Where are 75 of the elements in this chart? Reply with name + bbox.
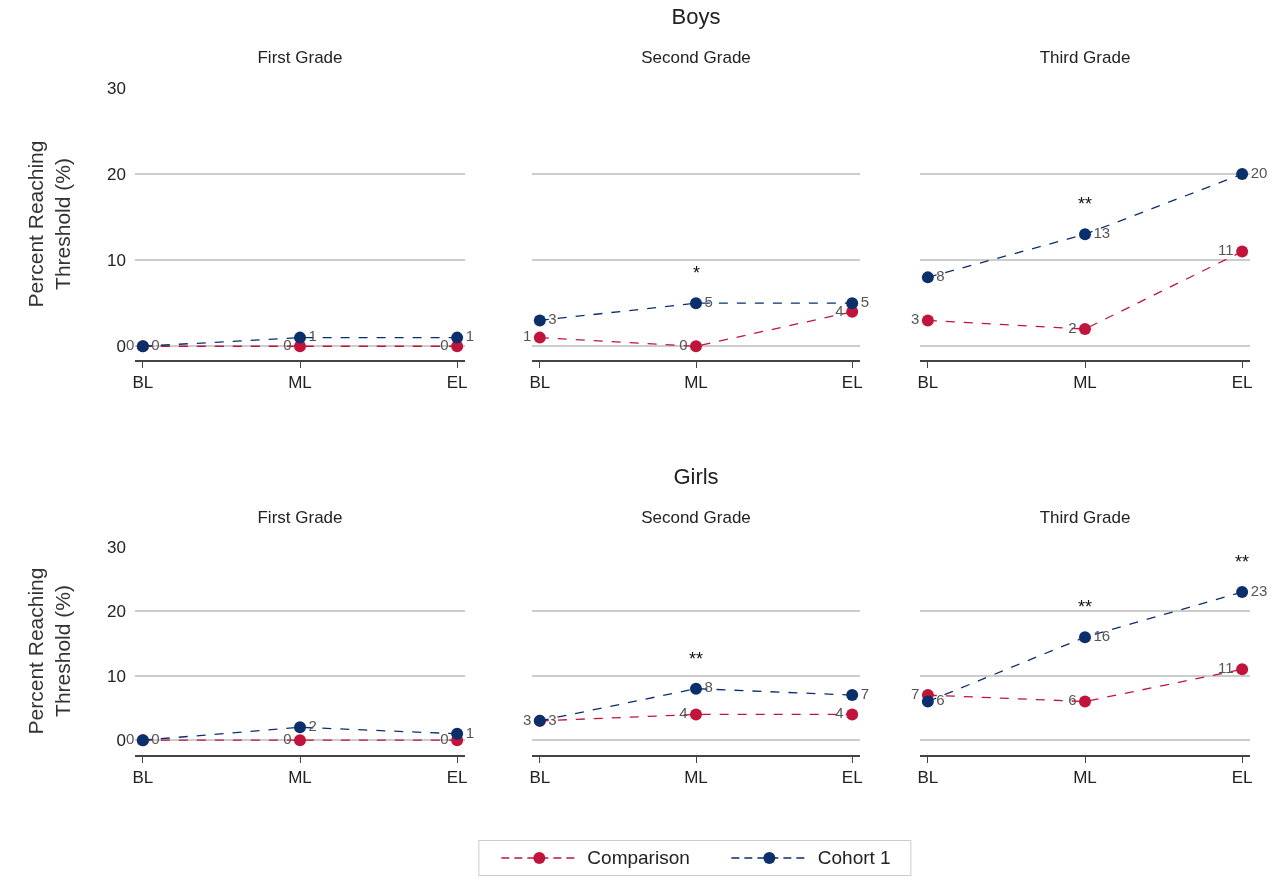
x-tick-label: EL bbox=[1231, 767, 1253, 787]
data-label: 1 bbox=[465, 723, 474, 741]
x-tick-label: ML bbox=[684, 372, 708, 392]
y-tick-label: 0 bbox=[116, 731, 126, 751]
annotation: ** bbox=[1235, 552, 1250, 572]
data-label: 0 bbox=[440, 729, 449, 747]
y-tick-label: 0 bbox=[116, 337, 126, 357]
data-label: 16 bbox=[1093, 626, 1111, 644]
x-tick-label: BL bbox=[917, 767, 939, 787]
x-tick-label: BL bbox=[917, 372, 939, 392]
data-label: 5 bbox=[860, 292, 870, 310]
x-tick-label: ML bbox=[288, 767, 312, 787]
data-label: 7 bbox=[911, 684, 920, 702]
chart-title: Third Grade bbox=[1039, 47, 1131, 67]
x-tick-label: BL bbox=[529, 372, 551, 392]
annotation: ** bbox=[689, 649, 704, 669]
x-tick-label: BL bbox=[132, 767, 154, 787]
chart-subtitle: Girls bbox=[673, 464, 719, 490]
data-label: 7 bbox=[860, 684, 870, 702]
x-tick-label: EL bbox=[446, 767, 468, 787]
y-tick-label: 30 bbox=[107, 78, 126, 98]
chart-subtitle: Boys bbox=[671, 4, 721, 30]
data-label: 1 bbox=[522, 327, 532, 345]
x-tick-label: EL bbox=[841, 767, 863, 787]
x-tick-label: EL bbox=[841, 372, 863, 392]
data-label: 3 bbox=[548, 310, 557, 328]
data-label: 8 bbox=[704, 678, 713, 696]
x-tick-label: EL bbox=[446, 372, 468, 392]
data-label: 4 bbox=[835, 301, 844, 319]
data-label: 0 bbox=[151, 729, 160, 747]
x-tick-label: EL bbox=[1231, 372, 1253, 392]
data-label: 4 bbox=[679, 704, 688, 722]
chart-title: Second Grade bbox=[641, 507, 751, 527]
chart-title: First Grade bbox=[257, 47, 343, 67]
annotation: ** bbox=[1078, 194, 1093, 214]
data-label: 23 bbox=[1250, 581, 1268, 599]
legend-label: Comparison bbox=[587, 847, 690, 869]
data-label: 20 bbox=[1250, 163, 1268, 181]
data-label: 2 bbox=[308, 717, 317, 735]
data-label: 6 bbox=[1068, 691, 1077, 709]
data-label: 0 bbox=[679, 335, 688, 353]
data-label: 3 bbox=[548, 710, 557, 728]
annotation: ** bbox=[1078, 597, 1093, 617]
chart-title: Second Grade bbox=[641, 47, 751, 67]
legend-label: Cohort 1 bbox=[817, 847, 891, 869]
y-axis-title: Percent Reaching Threshold (%) bbox=[23, 140, 75, 308]
y-tick-label: 30 bbox=[107, 537, 126, 557]
y-axis-title: Percent Reaching Threshold (%) bbox=[23, 567, 75, 735]
annotation: * bbox=[693, 263, 701, 283]
y-tick-label: 20 bbox=[107, 165, 126, 185]
data-label: 8 bbox=[936, 267, 945, 285]
y-tick-label: 10 bbox=[107, 666, 126, 686]
data-label: 11 bbox=[1218, 659, 1234, 677]
x-tick-label: BL bbox=[132, 372, 154, 392]
x-tick-label: ML bbox=[684, 767, 708, 787]
data-label: 13 bbox=[1093, 224, 1111, 242]
chart-title: Third Grade bbox=[1039, 507, 1131, 527]
y-tick-label: 10 bbox=[107, 251, 126, 271]
data-label: 0 bbox=[151, 335, 160, 353]
data-label: 0 bbox=[283, 729, 292, 747]
data-label: 3 bbox=[522, 710, 532, 728]
data-label: 2 bbox=[1068, 318, 1077, 336]
data-label: 4 bbox=[835, 704, 844, 722]
x-tick-label: ML bbox=[1073, 767, 1097, 787]
x-tick-label: ML bbox=[1073, 372, 1097, 392]
chart-title: First Grade bbox=[257, 507, 343, 527]
y-tick-label: 20 bbox=[107, 602, 126, 622]
data-label: 0 bbox=[283, 335, 292, 353]
data-label: 11 bbox=[1218, 241, 1234, 259]
x-tick-label: ML bbox=[288, 372, 312, 392]
data-label: 1 bbox=[465, 327, 474, 345]
data-label: 0 bbox=[440, 335, 449, 353]
x-tick-label: BL bbox=[529, 767, 551, 787]
data-label: 3 bbox=[911, 310, 920, 328]
data-label: 6 bbox=[936, 691, 945, 709]
